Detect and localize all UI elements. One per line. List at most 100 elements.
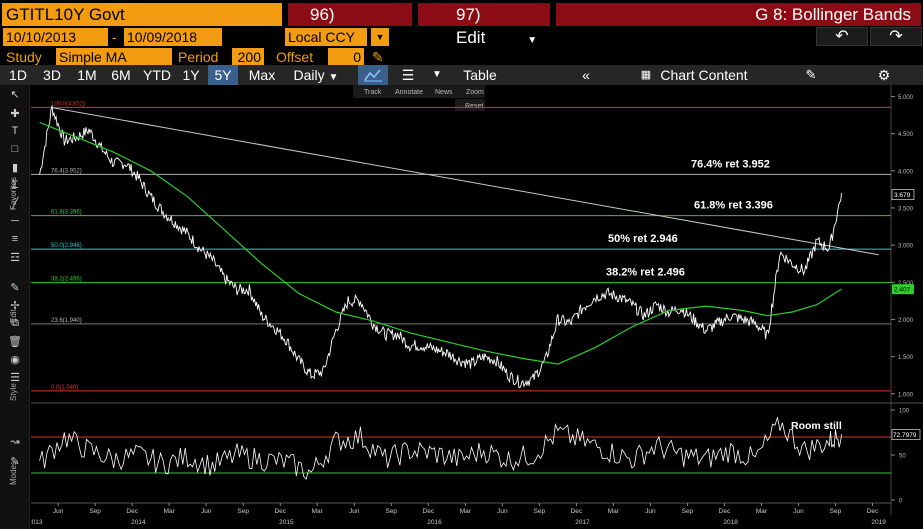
last-ma-label: 2.407 [894, 287, 911, 294]
offset-input[interactable]: 0 [328, 48, 364, 66]
pen-tool-icon[interactable]: ✎ [10, 282, 20, 294]
drawing-toolbar: ↖ ✚ T □ ▮ Σ ╱ ─ ≡ ☲ ✎ ✢ ⧉ 🗑 ◉ ☰ ↝ ✎ Favo… [0, 85, 30, 529]
redo-button[interactable]: ↷ [870, 27, 922, 46]
copy-icon[interactable]: ⧉ [11, 317, 19, 329]
fib-tool-icon[interactable]: ≡ [11, 233, 19, 245]
fib-label: 100.0(4.852) [51, 101, 85, 107]
date-range-bar: 10/10/2013 - 10/09/2018 Local CCY ▼ ↶ ↷ [0, 27, 923, 47]
x-year-label: 2014 [131, 519, 146, 526]
line-width-icon[interactable]: ☰ [10, 372, 20, 384]
reset-button[interactable]: Reset [465, 103, 483, 110]
news-tool[interactable]: News [435, 89, 453, 96]
last-price-tag [891, 189, 915, 200]
annotate-tool[interactable]: Annotate [395, 89, 423, 96]
study-label: Study [6, 49, 42, 65]
line-chart-icon[interactable] [358, 65, 388, 85]
draw-icon[interactable]: ✎ [10, 456, 20, 468]
mode-icon[interactable]: ↝ [10, 436, 20, 448]
style-label: Style [9, 383, 18, 401]
last-price-label: 3.679 [894, 192, 911, 199]
table-button[interactable]: Table [463, 67, 497, 83]
actions-menu[interactable]: 96) Actions▼ [288, 3, 412, 47]
chevron-down-icon: ▼ [527, 35, 538, 46]
move-icon[interactable]: ✢ [10, 300, 20, 312]
chart-area[interactable]: Track Annotate News Zoom Reset 100.0(4.8… [31, 85, 923, 529]
color-icon[interactable]: ◉ [10, 354, 20, 366]
crosshair-icon[interactable]: ✚ [10, 108, 20, 120]
date-dash: - [112, 29, 117, 45]
study-select[interactable]: Simple MA [56, 48, 172, 66]
pencil-icon[interactable]: ✎ [372, 49, 384, 65]
x-tick-label: Jun [349, 508, 360, 515]
x-tick-label: Sep [682, 508, 694, 515]
grid-icon: ▦ [640, 69, 652, 81]
candlestick-icon[interactable]: ☰ [401, 67, 415, 83]
fib-label: 23.6(1.940) [51, 318, 82, 324]
shapes-icon[interactable]: □ [11, 143, 19, 155]
stats-icon[interactable]: Σ [11, 179, 19, 191]
text-tool-icon[interactable]: T [11, 125, 19, 137]
chart-title: G 8: Bollinger Bands [556, 3, 921, 26]
y-tick-label: 4.500 [898, 132, 914, 138]
y-tick-label: 1.000 [898, 392, 914, 398]
chart-content-button[interactable]: Chart Content [660, 67, 748, 83]
range-button-max[interactable]: Max [248, 67, 276, 83]
rsi-last-label: 72.7979 [893, 432, 917, 439]
x-tick-label: Sep [89, 508, 101, 515]
y-tick-label: 4.000 [898, 169, 914, 175]
x-tick-label: Dec [867, 508, 879, 515]
modes-label: Modes [9, 460, 18, 485]
x-tick-label: Dec [571, 508, 583, 515]
edit-menu[interactable]: 97) Edit ▼ [418, 3, 550, 47]
range-button-6m[interactable]: 6M [111, 67, 131, 83]
x-tick-label: Mar [312, 508, 324, 515]
gear-icon[interactable]: ⚙ [877, 67, 891, 83]
period-input[interactable]: 200 [232, 48, 264, 66]
annotation-label: 50% ret 2.946 [608, 233, 678, 245]
hline-tool-icon[interactable]: ─ [11, 215, 19, 227]
last-ma-tag [892, 284, 914, 295]
x-year-label: 2017 [575, 519, 590, 526]
track-tool[interactable]: Track [364, 89, 382, 96]
end-date-input[interactable]: 10/09/2018 [124, 28, 222, 46]
start-date-input[interactable]: 10/10/2013 [3, 28, 108, 46]
cursor-icon[interactable]: ↖ [10, 89, 20, 101]
undo-button[interactable]: ↶ [816, 27, 868, 46]
fib-label: 0.0(1.040) [51, 385, 78, 391]
zoom-tool[interactable]: Zoom [466, 89, 484, 96]
bookmark-icon[interactable]: ▮ [11, 162, 19, 174]
edit-chart-icon[interactable]: ✎ [805, 67, 817, 82]
x-tick-label: Dec [423, 508, 435, 515]
study-bar: Study Simple MA Period 200 Offset 0 ✎ [0, 47, 923, 66]
chevron-down-icon[interactable]: ▼ [432, 69, 442, 80]
favorites-label: Favorites [9, 177, 18, 210]
y-tick-label: 5.000 [898, 95, 914, 101]
annotation-label: 38.2% ret 2.496 [606, 267, 685, 279]
range-button-1m[interactable]: 1M [77, 67, 97, 83]
channel-tool-icon[interactable]: ☲ [10, 252, 20, 264]
period-label: Period [178, 49, 219, 65]
y-tick-label: 1.500 [898, 355, 914, 361]
range-button-ytd[interactable]: YTD [143, 67, 171, 83]
range-button-1d[interactable]: 1D [9, 67, 27, 83]
collapse-icon[interactable]: « [582, 67, 590, 83]
fib-label: 76.4(3.952) [51, 168, 82, 174]
header-bar: GTITL10Y Govt 96) Actions▼ 97) Edit ▼ G 8… [0, 0, 923, 47]
delete-icon[interactable]: 🗑 [8, 336, 22, 348]
range-button-5y[interactable]: 5Y [208, 65, 238, 85]
fib-label: 61.8(3.396) [51, 210, 82, 216]
line-tool-icon[interactable]: ╱ [11, 198, 19, 210]
frequency-select[interactable]: Daily ▼ [293, 67, 339, 83]
chevron-down-icon[interactable]: ▼ [371, 28, 389, 46]
x-tick-label: Mar [608, 508, 620, 515]
ma-line [39, 121, 842, 365]
x-tick-label: Mar [460, 508, 472, 515]
x-tick-label: Jun [53, 508, 64, 515]
range-button-1y[interactable]: 1Y [182, 67, 200, 83]
y-tick-label: 2.500 [898, 281, 914, 287]
rsi-annotation: Room still [791, 420, 842, 432]
ticker-field[interactable]: GTITL10Y Govt [2, 3, 282, 26]
range-button-3d[interactable]: 3D [43, 67, 61, 83]
x-tick-label: Mar [756, 508, 768, 515]
currency-select[interactable]: Local CCY [285, 28, 367, 46]
